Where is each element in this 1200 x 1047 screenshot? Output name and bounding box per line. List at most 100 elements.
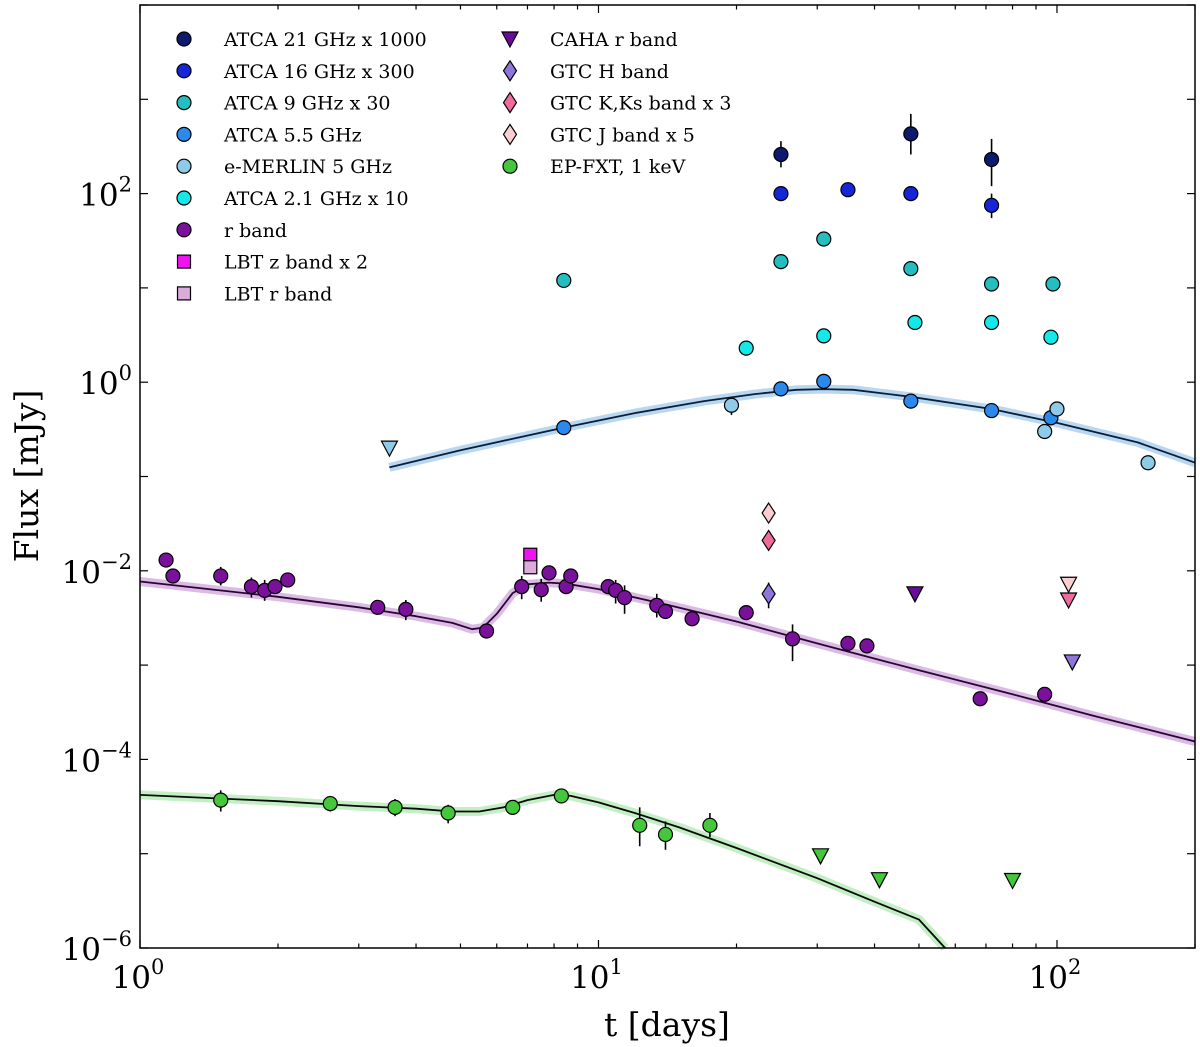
atca-2-1-ghz-x-10-legend-label: ATCA 2.1 GHz x 10 [223,188,409,210]
atca-9-ghz-x-30-point [816,231,832,247]
ep-fxt-1-kev-legend-label: EP-FXT, 1 keV [550,156,686,178]
gtc-j-band-x-5-upper-limit [1059,576,1078,594]
ep-fxt-1-kev-upper-limit [811,848,830,866]
r-band-point [478,623,495,639]
gtc-k-ks-band-x-3-legend-label: GTC K,Ks band x 3 [550,93,731,115]
lbt-r-band-legend-marker [176,286,192,301]
ep-fxt-1-kev-upper-limit [870,872,889,889]
data-markers [158,126,1156,890]
r-band-point [738,605,754,621]
x-ray-model-line [139,794,946,949]
r-band-point [616,589,633,606]
gtc-h-band-legend-label: GTC H band [550,61,669,83]
r-band-point [165,568,181,584]
atca-2-1-ghz-x-10-point [983,314,1000,331]
e-merlin-5-ghz-legend-label: e-MERLIN 5 GHz [224,156,392,178]
r-band-point [859,638,875,654]
y-tick-label: 100 [79,361,132,402]
r-band-point [541,565,557,581]
r-band-point [657,603,674,620]
e-merlin-5-ghz-legend-marker [176,158,192,174]
gtc-h-band-upper-limit [1063,654,1082,672]
atca-21-ghz-x-1000-point [903,126,919,142]
atca-2-1-ghz-x-10-legend-marker [176,190,192,206]
r-band-point [840,635,856,651]
atca-5-5-ghz-legend-label: ATCA 5.5 GHz [223,124,362,146]
r-band-point [243,578,260,595]
radio-model-band [388,384,1197,472]
gtc-j-band-x-5-legend-marker [502,123,518,146]
e-merlin-5-ghz-point [1037,423,1053,440]
ep-fxt-1-kev-point [657,826,674,843]
r-band-point [158,552,174,568]
lbt-z-band-x-2-legend-marker [176,254,192,269]
x-axis-title: t [days] [604,1005,730,1044]
r-band-point [972,691,988,707]
axis-tick-labels: 100 101 102 10−6 10−4 10−2 100 102 [62,173,1082,996]
x-tick-label: 101 [570,955,623,996]
atca-21-ghz-x-1000-point [773,146,789,163]
e-merlin-5-ghz-point [1140,455,1156,471]
gtc-j-band-x-5-point [761,501,776,525]
atca-5-5-ghz-legend-marker [176,126,192,142]
r-band-point [370,599,386,615]
r-band-point [213,568,229,584]
atca-2-1-ghz-x-10-point [738,340,754,356]
atca-16-ghz-x-300-legend-marker [176,63,192,79]
r-band-legend-label: r band [224,220,287,242]
gtc-h-band-legend-marker [502,59,518,82]
atca-16-ghz-x-300-point [903,186,919,202]
lbt-z-band-x-2-legend-label: LBT z band x 2 [224,252,368,274]
atca-9-ghz-x-30-point [983,276,1000,292]
ep-fxt-1-kev-point [213,792,229,808]
gtc-k-ks-band-x-3-legend-marker [502,91,518,114]
atca-9-ghz-x-30-point [903,261,919,277]
atca-2-1-ghz-x-10-point [1043,329,1059,345]
atca-5-5-ghz-point [816,373,832,389]
gtc-k-ks-band-x-3-upper-limit [1059,592,1078,610]
lbt-z-band-x-2-point [523,547,538,562]
ep-fxt-1-kev-point [632,817,648,833]
e-merlin-5-ghz-point [723,397,740,413]
model-curves [139,388,1196,949]
legend: ATCA 21 GHz x 1000 ATCA 16 GHz x 300 ATCA … [176,29,731,305]
gtc-k-ks-band-x-3-point [761,529,776,552]
ep-fxt-1-kev-point [387,799,403,815]
atca-2-1-ghz-x-10-point [907,314,923,331]
r-band-point [533,582,549,598]
atca-9-ghz-x-30-legend-marker [176,94,192,111]
atca-9-ghz-x-30-legend-label: ATCA 9 GHz x 30 [223,93,391,115]
atca-16-ghz-x-300-legend-label: ATCA 16 GHz x 300 [223,61,415,83]
atca-5-5-ghz-point [903,393,919,409]
atca-16-ghz-x-300-point [840,182,856,198]
atca-21-ghz-x-1000-legend-marker [176,31,192,47]
y-tick-label: 10−4 [62,738,132,779]
atca-5-5-ghz-point [983,402,1000,419]
axis-ticks [139,4,1196,949]
r-band-point [398,601,414,617]
ep-fxt-1-kev-upper-limit [1003,872,1022,890]
y-tick-label: 102 [79,173,132,214]
lbt-r-band-point [523,560,538,575]
ep-fxt-1-kev-point [322,795,338,812]
y-axis-title: Flux [mJy] [7,390,46,563]
error-bars [219,113,1149,850]
ep-fxt-1-kev-legend-marker [502,158,518,174]
lbt-r-band-legend-label: LBT r band [224,283,332,305]
r-band-point [684,611,700,627]
ep-fxt-1-kev-point [440,805,456,821]
x-tick-label: 102 [1029,955,1082,996]
caha-r-band-legend-marker [501,31,519,49]
r-band-point [280,572,296,588]
atca-5-5-ghz-point [773,381,789,397]
gtc-j-band-x-5-legend-label: GTC J band x 5 [550,124,695,146]
atca-9-ghz-x-30-point [773,254,789,270]
atca-9-ghz-x-30-point [556,272,572,289]
x-tick-label: 100 [112,955,165,996]
atca-16-ghz-x-300-point [983,197,1000,213]
r-band-point [563,568,579,584]
caha-r-band-legend-label: CAHA r band [550,29,678,51]
ep-fxt-1-kev-point [553,788,569,804]
gtc-h-band-point [761,582,776,605]
